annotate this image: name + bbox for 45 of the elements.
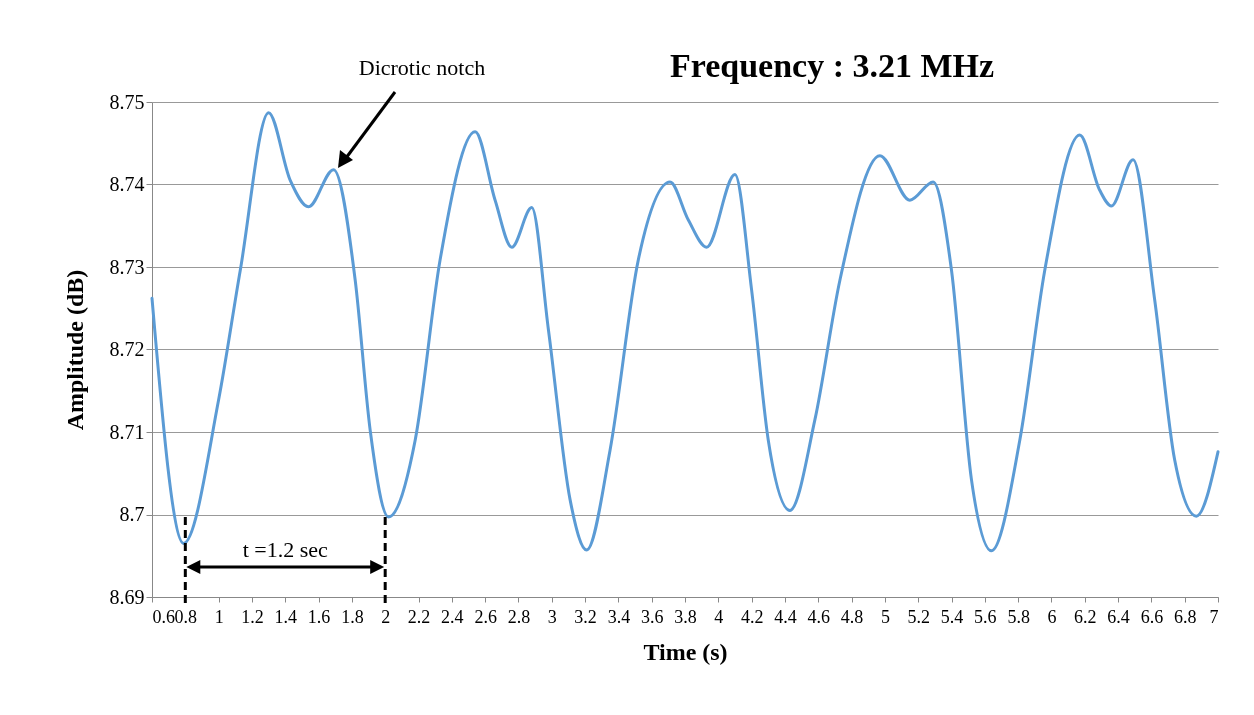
x-tick-label: 6.2 bbox=[1074, 606, 1097, 627]
y-tick-label: 8.72 bbox=[109, 338, 145, 360]
x-tick-label: 0.8 bbox=[174, 606, 198, 627]
x-tick-label: 5.2 bbox=[907, 606, 930, 627]
x-tick-label: 1.8 bbox=[341, 606, 364, 627]
x-tick-label: 4 bbox=[714, 606, 724, 627]
x-tick-label: 3 bbox=[547, 606, 557, 627]
x-tick-label: 3.6 bbox=[640, 606, 664, 627]
y-tick-label: 8.69 bbox=[109, 585, 145, 608]
x-tick-label: 2.8 bbox=[507, 606, 531, 627]
y-tick-label: 8.7 bbox=[119, 503, 145, 525]
x-tick-label: 6.6 bbox=[1140, 606, 1164, 627]
x-tick-label: 1.2 bbox=[241, 606, 264, 627]
x-tick-label: 3.2 bbox=[574, 606, 597, 627]
x-tick-label: 5.4 bbox=[940, 606, 964, 627]
y-tick-label: 8.73 bbox=[109, 255, 145, 278]
x-tick-label: 4.4 bbox=[774, 606, 797, 627]
x-tick-label: 1.6 bbox=[307, 606, 331, 627]
x-tick-label: 6.8 bbox=[1173, 606, 1197, 627]
x-tick-label: 2.2 bbox=[407, 606, 431, 627]
x-tick-label: 5.8 bbox=[1007, 606, 1030, 627]
annotation: t =1.2 sec bbox=[242, 537, 329, 562]
y-tick-label: 8.75 bbox=[109, 90, 145, 113]
x-tick-label: 2.4 bbox=[441, 606, 464, 627]
chart-title: Frequency : 3.21 MHz bbox=[669, 47, 995, 84]
y-tick-label: 8.71 bbox=[109, 420, 145, 443]
x-tick-label: 2 bbox=[381, 606, 391, 627]
x-tick-label: 2.6 bbox=[474, 606, 497, 627]
x-axis-title: Time (s) bbox=[643, 638, 728, 665]
x-tick-label: 6.4 bbox=[1107, 606, 1130, 627]
y-tick-label: 8.74 bbox=[109, 173, 145, 195]
x-tick-label: 0.6 bbox=[152, 606, 175, 627]
x-tick-label: 3.8 bbox=[674, 606, 697, 627]
x-tick-label: 1 bbox=[214, 606, 224, 627]
x-tick-label: 5.6 bbox=[974, 606, 997, 627]
x-tick-label: 1.4 bbox=[274, 606, 297, 627]
x-tick-label: 4.2 bbox=[740, 606, 764, 627]
x-tick-label: 4.6 bbox=[807, 606, 830, 627]
x-tick-label: 7 bbox=[1209, 606, 1219, 627]
x-tick-label: 3.4 bbox=[607, 606, 631, 627]
x-tick-label: 4.8 bbox=[840, 606, 864, 627]
x-tick-label: 5 bbox=[880, 606, 890, 627]
y-axis-title: Amplitude (dB) bbox=[61, 269, 88, 431]
x-tick-label: 6 bbox=[1047, 606, 1057, 627]
text: Dicrotic notch bbox=[358, 55, 486, 80]
